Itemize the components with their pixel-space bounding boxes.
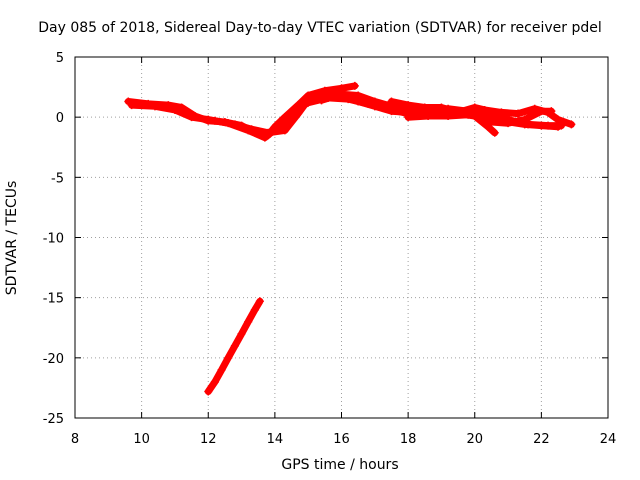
data-point: [277, 120, 286, 129]
data-point: [567, 120, 576, 129]
data-point: [484, 110, 493, 119]
data-point: [187, 113, 196, 122]
data-point: [210, 377, 219, 386]
y-tick-label: -10: [43, 232, 64, 247]
data-point: [470, 103, 479, 112]
series-pass-descending: [204, 297, 264, 396]
x-tick-label: 16: [333, 432, 350, 447]
data-point: [370, 97, 379, 106]
y-tick-label: -20: [43, 352, 64, 367]
data-point: [337, 90, 346, 99]
data-point: [244, 317, 253, 326]
x-tick-label: 18: [400, 432, 417, 447]
data-point: [387, 102, 396, 111]
data-point: [204, 115, 213, 124]
y-tick-label: -5: [51, 171, 64, 186]
chart-title: Day 085 of 2018, Sidereal Day-to-day VTE…: [38, 20, 602, 36]
data-point: [504, 115, 513, 124]
data-point: [464, 110, 473, 119]
data-point: [524, 120, 533, 129]
data-point: [547, 107, 556, 116]
data-point: [444, 111, 453, 120]
y-tick-label: 0: [56, 111, 64, 126]
data-point: [490, 128, 499, 137]
data-point: [514, 109, 523, 118]
data-point: [224, 353, 233, 362]
data-point: [127, 101, 136, 110]
y-tick-label: -25: [43, 412, 64, 427]
data-point: [420, 104, 429, 113]
data-point: [280, 126, 289, 135]
data-point: [404, 104, 413, 113]
data-point: [354, 91, 363, 100]
data-point: [350, 81, 359, 90]
data-point: [557, 121, 566, 130]
x-tick-label: 22: [533, 432, 550, 447]
data-point: [150, 102, 159, 111]
series-band-f: [404, 110, 566, 130]
x-tick-label: 14: [267, 432, 284, 447]
data-point: [255, 297, 264, 306]
x-axis-label: GPS time / hours: [281, 457, 399, 473]
data-point: [170, 105, 179, 114]
data-series: [124, 81, 576, 396]
x-tick-label: 20: [466, 432, 483, 447]
data-point: [544, 121, 553, 130]
data-point: [537, 107, 546, 116]
x-tick-label: 8: [71, 432, 79, 447]
y-tick-label: 5: [56, 51, 64, 66]
data-point: [424, 111, 433, 120]
data-point: [217, 365, 226, 374]
data-point: [230, 120, 239, 129]
x-tick-label: 10: [133, 432, 150, 447]
data-point: [264, 128, 273, 137]
data-point: [294, 109, 303, 118]
axis-ticks: 8 10 12 14 16 18 20 22 24 -25 -20 -15 -10 -5 0 5: [43, 51, 617, 447]
data-point: [247, 125, 256, 134]
data-point: [404, 113, 413, 122]
data-point: [204, 387, 213, 396]
data-point: [317, 96, 326, 105]
x-tick-label: 12: [200, 432, 217, 447]
data-point: [487, 117, 496, 126]
data-point: [307, 91, 316, 100]
y-tick-label: -15: [43, 292, 64, 307]
x-tick-label: 24: [600, 432, 617, 447]
data-point: [210, 116, 219, 125]
data-point: [237, 329, 246, 338]
data-point: [230, 341, 239, 350]
data-point: [250, 305, 259, 314]
